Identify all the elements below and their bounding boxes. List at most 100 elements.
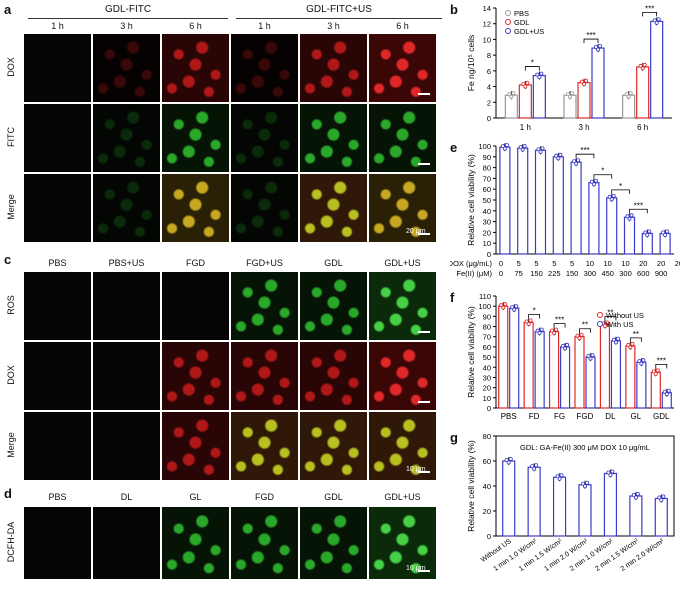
chart-e-fe-value: 300 <box>619 269 632 278</box>
panel-b-label: b <box>450 2 458 17</box>
chart-f-bar <box>534 331 545 409</box>
chart-f-sig-label: *** <box>657 356 666 365</box>
chart-f-point <box>604 320 609 325</box>
panel-c-row-label: DOX <box>6 365 16 385</box>
chart-b-point <box>593 45 598 50</box>
chart-g-bar <box>578 484 592 537</box>
chart-e-fe-value: 900 <box>655 269 668 278</box>
chart-g-y-tick-label: 40 <box>483 482 491 491</box>
panel-a-micrograph <box>93 104 160 172</box>
panel-d-col-header: FGD <box>255 492 274 502</box>
chart-b-point <box>595 47 600 52</box>
chart-e-sig-label: * <box>619 182 622 191</box>
panel-c-micrograph <box>24 342 91 410</box>
chart-f-point <box>664 392 669 397</box>
panel-c-label: c <box>4 252 12 267</box>
chart-g-point <box>631 493 636 498</box>
chart-f-y-tick-label: 60 <box>483 343 491 352</box>
chart-g-bar <box>629 495 643 537</box>
chart-e-point <box>536 147 541 152</box>
chart-f-point <box>575 333 580 338</box>
chart-f-point <box>579 332 584 337</box>
chart-e-point <box>574 161 579 166</box>
chart-g-point <box>534 463 539 468</box>
chart-f-bar <box>650 371 661 409</box>
chart-f-x-tick-label: GL <box>631 412 642 421</box>
chart-g-x-tick-label: 2 min 1.5 W/cm² <box>594 538 640 573</box>
chart-f-point <box>503 302 508 307</box>
chart-e-bar <box>570 161 582 255</box>
chart-f-point <box>526 321 531 326</box>
chart-f-point <box>565 342 570 347</box>
chart-e-point <box>520 147 525 152</box>
chart-g-title: GDL: GA-Fe(II) 300 μM DOX 10 μg/mL <box>520 443 650 452</box>
chart-g-point <box>508 456 513 461</box>
chart-b-point <box>509 94 514 99</box>
panel-c-row-label: Merge <box>6 432 16 458</box>
chart-b-legend-label: GDL <box>514 18 529 27</box>
panel-c-scale-bar <box>418 471 430 473</box>
panel-a-col-header: 1 h <box>258 21 271 31</box>
panel-a-col-header: 1 h <box>51 21 64 31</box>
panel-c-col-header: GDL+US <box>384 258 421 268</box>
panel-a-col-header: 6 h <box>189 21 202 31</box>
panel-a-row-label: DOX <box>6 57 16 77</box>
chart-f-y-tick-label: 20 <box>483 384 491 393</box>
chart-b-point <box>507 92 512 97</box>
chart-f-x-tick-label: DL <box>605 412 616 421</box>
chart-f-y-tick-label: 70 <box>483 333 491 342</box>
panel-a-scale-bar <box>418 163 430 165</box>
panel-c-micrograph <box>93 272 160 340</box>
chart-b-point <box>626 94 631 99</box>
chart-f-sig-bracket <box>579 328 591 333</box>
chart-f-point <box>637 359 642 364</box>
chart-e-sig-label: *** <box>634 201 643 210</box>
panel-c-micrograph <box>300 342 367 410</box>
chart-b-bar <box>518 84 532 119</box>
chart-e-dox-value: 20 <box>675 259 680 268</box>
panel-d-col-header: GL <box>189 492 202 502</box>
chart-g-point <box>659 498 664 503</box>
panel-c-micrograph <box>231 272 298 340</box>
chart-b-legend-marker <box>505 28 511 34</box>
panel-a-scale-bar <box>418 233 430 235</box>
panel-c-col-header: GDL <box>324 258 343 268</box>
chart-b-point <box>579 79 584 84</box>
chart-b-point <box>624 92 629 97</box>
chart-b-point <box>525 81 530 86</box>
chart-f-sig-bracket <box>655 363 668 369</box>
chart-f-point <box>639 361 644 366</box>
chart-g-point <box>580 481 585 486</box>
chart-f-sig-label: *** <box>555 316 564 325</box>
panel-d-micrograph <box>369 507 436 579</box>
chart-g-point <box>555 474 560 479</box>
panel-d-micrograph <box>24 507 91 579</box>
panel-d-scale-text: 10 μm <box>406 565 426 572</box>
chart-g-x-tick-label: 1 min 1.0 W/cm² <box>493 538 539 573</box>
chart-b-legend-label: GDL+US <box>514 27 544 36</box>
chart-g-x-tick-label: 2 min 2.0 W/cm² <box>620 538 666 573</box>
chart-f-point <box>653 371 658 376</box>
chart-b-bar <box>650 20 664 119</box>
chart-f-x-tick-label: GDL <box>653 412 670 421</box>
chart-e-bar <box>552 156 564 255</box>
chart-e-fe-value: 300 <box>584 269 597 278</box>
chart-f-point <box>537 331 542 336</box>
chart-f-x-tick-label: PBS <box>501 412 517 421</box>
chart-g-point <box>657 495 662 500</box>
panel-d-col-header: GDL <box>324 492 343 502</box>
chart-e-point <box>663 232 668 237</box>
panel-a-label: a <box>4 2 12 17</box>
chart-e-y-tick-label: 90 <box>483 153 491 162</box>
panel-c-micrograph <box>162 342 229 410</box>
panel-c-scale-bar <box>418 401 430 403</box>
chart-b-point <box>523 84 528 89</box>
chart-g-point <box>557 476 562 481</box>
chart-e-point <box>627 216 632 221</box>
chart-e-point <box>607 194 612 199</box>
chart-g-point <box>582 484 587 489</box>
panel-c-micrograph <box>231 412 298 480</box>
panel-d-row-label: DCFH-DA <box>6 521 16 563</box>
panel-c-micrograph <box>162 412 229 480</box>
panel-a-micrograph <box>231 34 298 102</box>
